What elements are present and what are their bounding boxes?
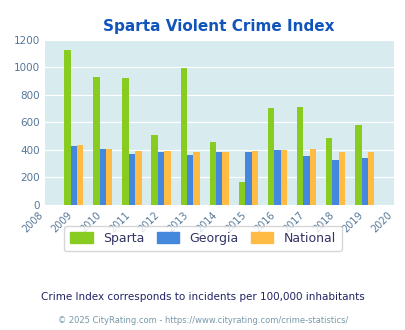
Bar [180, 69, 186, 205]
Bar [64, 50, 70, 205]
Bar [77, 145, 83, 205]
Bar [164, 151, 170, 205]
Bar [106, 149, 112, 205]
Bar [338, 152, 344, 205]
Bar [309, 149, 315, 205]
Bar [354, 125, 360, 205]
Bar [251, 150, 257, 205]
Bar [222, 152, 228, 205]
Bar [245, 152, 251, 205]
Bar [332, 160, 338, 205]
Bar [158, 152, 164, 205]
Bar [325, 138, 332, 205]
Bar [99, 149, 106, 205]
Bar [193, 152, 199, 205]
Bar [267, 108, 273, 205]
Title: Sparta Violent Crime Index: Sparta Violent Crime Index [103, 19, 334, 34]
Text: © 2025 CityRating.com - https://www.cityrating.com/crime-statistics/: © 2025 CityRating.com - https://www.city… [58, 315, 347, 325]
Bar [93, 78, 99, 205]
Bar [367, 152, 373, 205]
Bar [209, 142, 215, 205]
Bar [135, 151, 141, 205]
Bar [280, 149, 286, 205]
Bar [303, 156, 309, 205]
Bar [128, 154, 135, 205]
Bar [70, 146, 77, 205]
Bar [238, 182, 245, 205]
Text: Crime Index corresponds to incidents per 100,000 inhabitants: Crime Index corresponds to incidents per… [41, 292, 364, 302]
Bar [296, 107, 303, 205]
Bar [151, 135, 158, 205]
Bar [360, 158, 367, 205]
Bar [273, 150, 280, 205]
Legend: Sparta, Georgia, National: Sparta, Georgia, National [64, 226, 341, 251]
Bar [186, 155, 193, 205]
Bar [215, 152, 222, 205]
Bar [122, 78, 128, 205]
